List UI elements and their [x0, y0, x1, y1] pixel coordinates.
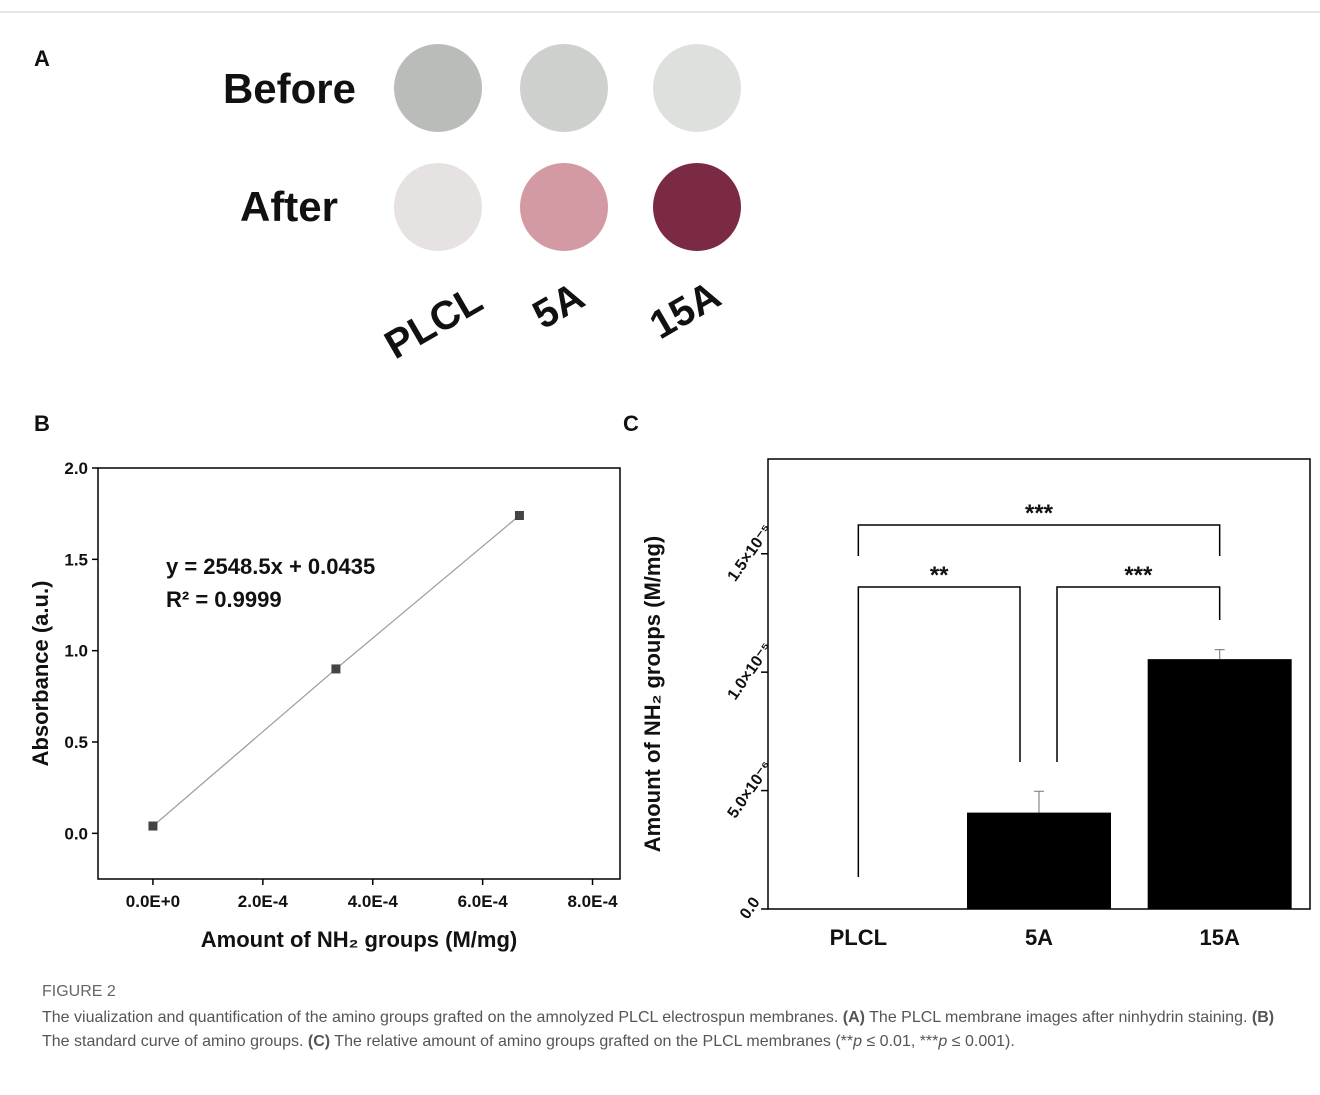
caption-text: The viualization and quantification of t… — [42, 1006, 1302, 1054]
caption-part: p — [938, 1033, 947, 1050]
caption-part: (B) — [1252, 1009, 1274, 1026]
y-tick-label: 0.0 — [737, 894, 764, 922]
significance-label: *** — [1025, 500, 1054, 527]
point — [331, 664, 340, 673]
caption-part: The relative amount of amino groups graf… — [330, 1033, 853, 1050]
panel-label: B — [34, 411, 50, 436]
x-tick-label: 15A — [1199, 925, 1239, 950]
x-tick-label: PLCL — [830, 925, 887, 950]
membrane-image — [653, 163, 741, 251]
caption-part: (C) — [308, 1033, 330, 1050]
row-label: After — [240, 183, 338, 230]
error-bar — [1034, 791, 1044, 812]
caption-part: ≤ 0.001). — [947, 1033, 1014, 1050]
point — [148, 822, 157, 831]
y-axis-label: Absorbance (a.u.) — [28, 581, 53, 767]
caption-part: (A) — [843, 1009, 865, 1026]
caption-part: ≤ 0.01, *** — [862, 1033, 938, 1050]
caption-part: The PLCL membrane images after ninhydrin… — [865, 1009, 1252, 1026]
membrane-image — [520, 44, 608, 132]
x-tick-label: 8.0E-4 — [567, 892, 618, 911]
x-axis-label: Amount of NH₂ groups (M/mg) — [201, 927, 518, 952]
x-tick-label: 2.0E-4 — [238, 892, 289, 911]
caption-part: The standard curve of amino groups. — [42, 1033, 308, 1050]
caption: FIGURE 2 The viualization and quantifica… — [42, 980, 1302, 1054]
y-tick-label: 1.0 — [64, 642, 88, 661]
caption-label: FIGURE 2 — [42, 980, 1302, 1004]
membrane-image — [394, 44, 482, 132]
caption-part: p — [853, 1033, 862, 1050]
y-tick-label: 1.5 — [64, 550, 88, 569]
y-axis-label: Amount of NH₂ groups (M/mg) — [640, 536, 665, 853]
figure: A Before After PLCL 5A 15A B C 0.0 0.5 1.0… — [0, 0, 1320, 970]
plot-frame — [98, 468, 620, 879]
column-label: PLCL — [378, 277, 490, 367]
x-tick-label: 0.0E+0 — [126, 892, 180, 911]
panel-label: C — [623, 411, 639, 436]
panel-label: A — [34, 46, 50, 71]
row-label: Before — [223, 65, 356, 112]
y-tick-label: 2.0 — [64, 459, 88, 478]
caption-part: The viualization and quantification of t… — [42, 1009, 843, 1026]
membrane-image — [653, 44, 741, 132]
y-tick-label: 0.5 — [64, 733, 88, 752]
membrane-image — [520, 163, 608, 251]
bar — [1148, 659, 1292, 909]
annotation: R² = 0.9999 — [166, 587, 282, 612]
column-label: 15A — [643, 273, 729, 348]
y-tick-label: 0.0 — [64, 824, 88, 843]
x-tick-label: 5A — [1025, 925, 1053, 950]
page: A Before After PLCL 5A 15A B C 0.0 0.5 1.0… — [0, 0, 1320, 1095]
significance-label: *** — [1124, 562, 1153, 589]
significance-label: ** — [930, 562, 949, 589]
x-tick-label: 6.0E-4 — [458, 892, 509, 911]
error-bar — [1215, 650, 1225, 659]
bar — [967, 813, 1111, 909]
significance-bracket — [858, 525, 1219, 556]
annotation: y = 2548.5x + 0.0435 — [166, 554, 375, 579]
x-tick-label: 4.0E-4 — [348, 892, 399, 911]
point — [515, 511, 524, 520]
column-label: 5A — [526, 274, 592, 338]
membrane-image — [394, 163, 482, 251]
